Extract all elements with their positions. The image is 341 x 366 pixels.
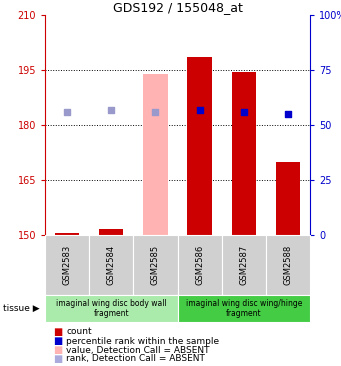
Text: imaginal wing disc body wall: imaginal wing disc body wall	[56, 299, 167, 308]
Point	[241, 109, 247, 115]
Text: rank, Detection Call = ABSENT: rank, Detection Call = ABSENT	[66, 355, 205, 363]
Point	[153, 109, 158, 115]
Bar	[143, 74, 167, 235]
Text: tissue ▶: tissue ▶	[3, 304, 40, 313]
Text: GSM2586: GSM2586	[195, 245, 204, 285]
Point	[197, 107, 202, 113]
Text: GSM2585: GSM2585	[151, 245, 160, 285]
Text: fragment: fragment	[93, 309, 129, 318]
Text: GSM2583: GSM2583	[63, 245, 72, 285]
Text: percentile rank within the sample: percentile rank within the sample	[66, 336, 220, 346]
Text: count: count	[66, 328, 92, 336]
Text: ■: ■	[53, 345, 62, 355]
Text: value, Detection Call = ABSENT: value, Detection Call = ABSENT	[66, 346, 210, 355]
Point	[64, 109, 70, 115]
Bar	[276, 162, 300, 235]
Text: ■: ■	[53, 336, 62, 346]
Bar	[232, 72, 256, 235]
Bar	[188, 57, 212, 235]
Title: GDS192 / 155048_at: GDS192 / 155048_at	[113, 1, 242, 14]
Text: ■: ■	[53, 354, 62, 364]
Text: GSM2588: GSM2588	[283, 245, 293, 285]
Point	[285, 111, 291, 117]
Text: ■: ■	[53, 327, 62, 337]
Text: imaginal wing disc wing/hinge: imaginal wing disc wing/hinge	[186, 299, 302, 308]
Bar	[99, 229, 123, 235]
Bar	[55, 233, 79, 235]
Text: fragment: fragment	[226, 309, 262, 318]
Point	[108, 107, 114, 113]
Text: GSM2584: GSM2584	[107, 245, 116, 285]
Text: GSM2587: GSM2587	[239, 245, 248, 285]
